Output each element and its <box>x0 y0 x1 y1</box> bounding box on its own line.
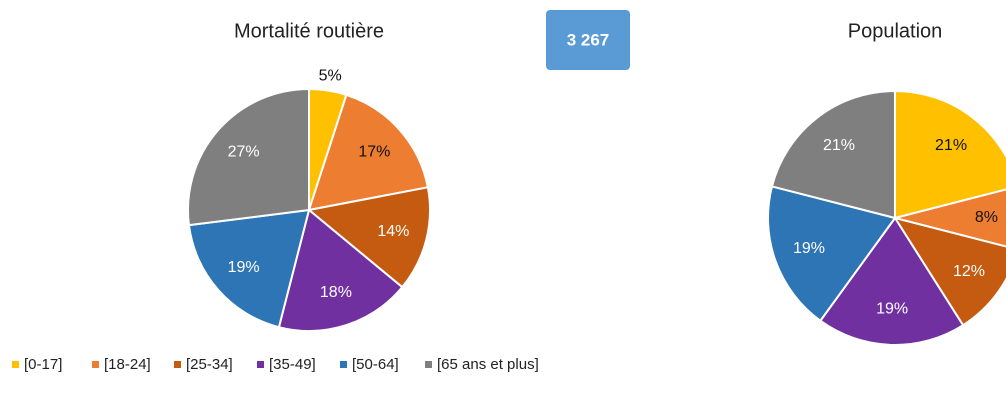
pie-slice <box>892 216 1006 327</box>
legend-label: [35-49] <box>269 356 316 373</box>
data-label: 18% <box>320 284 352 301</box>
pie-slice <box>818 216 965 346</box>
data-label: 8% <box>975 209 998 226</box>
legend-label: [18-24] <box>104 356 151 373</box>
pie-slice <box>277 208 404 332</box>
data-label: 14% <box>377 223 409 240</box>
legend-label: [50-64] <box>352 356 399 373</box>
pie-slice <box>767 185 897 323</box>
pie-slice <box>770 89 896 220</box>
legend-label: [0-17] <box>24 356 62 373</box>
pie-slice <box>187 87 310 227</box>
data-label: 5% <box>319 67 342 84</box>
pie-slice <box>307 93 430 212</box>
legend-swatch <box>257 361 264 368</box>
legend-swatch <box>425 361 432 368</box>
data-label: 19% <box>793 240 825 257</box>
data-label: 27% <box>228 144 260 161</box>
legend-swatch <box>12 361 19 368</box>
legend-swatch <box>340 361 347 368</box>
pie-slice <box>894 89 1006 220</box>
pie-slice <box>187 208 311 329</box>
data-label: 12% <box>953 263 985 280</box>
data-label: 19% <box>228 259 260 276</box>
legend-swatch <box>174 361 181 368</box>
chart-title: Population <box>848 20 943 42</box>
data-label: 21% <box>823 137 855 154</box>
data-label: 17% <box>358 144 390 161</box>
legend-swatch <box>92 361 99 368</box>
data-label: 19% <box>876 301 908 318</box>
data-label: 21% <box>935 137 967 154</box>
pie-slice <box>306 186 431 289</box>
legend-label: [65 ans et plus] <box>437 356 539 373</box>
badge: 3 267 <box>567 30 610 49</box>
chart-title: Mortalité routière <box>234 20 384 42</box>
badge-box <box>546 10 630 70</box>
legend-label: [25-34] <box>186 356 233 373</box>
pie-slice <box>894 188 1006 248</box>
